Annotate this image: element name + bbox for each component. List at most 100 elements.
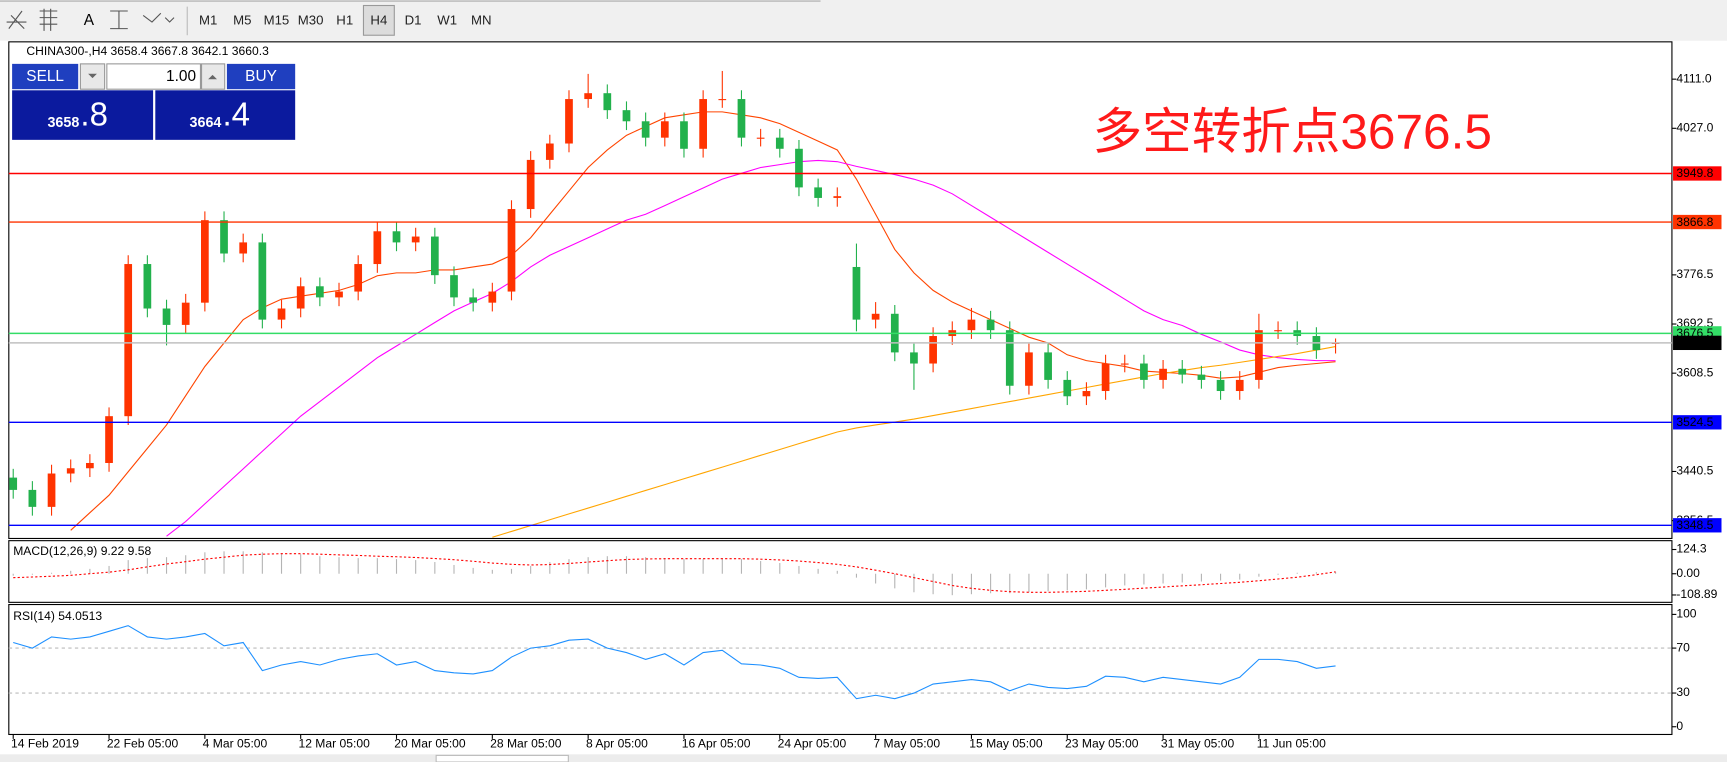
x-tick-label: 16 Apr 05:00	[682, 737, 751, 751]
buy-price-box[interactable]	[155, 90, 296, 140]
candle-body	[967, 319, 976, 331]
active-tab[interactable]	[435, 754, 569, 762]
candle-body	[86, 462, 94, 469]
up-arrow	[208, 74, 217, 80]
candle-body	[1197, 374, 1206, 380]
candle-body	[392, 231, 401, 243]
lot-input[interactable]	[106, 63, 202, 90]
timeframe-button[interactable]: M5	[233, 12, 251, 27]
sell-button[interactable]	[12, 63, 79, 90]
toolbar	[0, 0, 1727, 41]
timeframe-button[interactable]: W1	[437, 12, 457, 27]
buy-button[interactable]	[226, 63, 296, 90]
buy-price-tail: .4	[222, 95, 250, 132]
x-tick-label: 28 Mar 05:00	[490, 737, 562, 751]
level-tag	[1673, 166, 1722, 181]
candle-body	[929, 336, 937, 364]
macd-signal	[13, 553, 1336, 593]
text-tool[interactable]: A	[84, 12, 95, 29]
level-tag	[1673, 518, 1722, 533]
y-tick-label: 3440.5	[1676, 464, 1713, 478]
candle-body	[1159, 368, 1167, 380]
level-tag	[1673, 335, 1722, 351]
timeframe-button[interactable]: H1	[336, 12, 353, 27]
candle-body	[1063, 379, 1072, 397]
timeframe-button[interactable]: M15	[264, 12, 290, 27]
candle-body	[1025, 352, 1033, 386]
timeframe-button[interactable]: M30	[298, 12, 324, 27]
y-tick-label: 3608.5	[1676, 365, 1713, 379]
y-tick-label: 0.00	[1676, 566, 1700, 580]
candle-body	[162, 308, 171, 325]
candle-body	[814, 187, 822, 198]
y-tick-label: 30	[1676, 685, 1690, 699]
timeframe-button[interactable]: H4	[370, 12, 387, 27]
x-tick-label: 15 May 05:00	[969, 737, 1043, 751]
y-tick-label: -108.89	[1676, 587, 1717, 601]
buy-price-main: 3664	[190, 115, 222, 131]
macd-frame	[8, 540, 1673, 603]
timeframe-bar: M1 M5 M15 M30 H1 H4 D1 W1 MN	[199, 4, 492, 36]
x-tick-label: 14 Feb 2019	[11, 737, 79, 751]
y-tick-label: 124.3	[1676, 542, 1707, 556]
candle-body	[1082, 391, 1091, 397]
y-tick-label: 3776.5	[1676, 267, 1713, 281]
x-tick-label: 24 Apr 05:00	[778, 737, 847, 751]
candle-body	[756, 137, 765, 139]
sell-label[interactable]: SELL	[26, 68, 64, 85]
trade-panel: SELL 1.00 BUY 3658 .8 3664 .4	[12, 63, 296, 140]
y-tick-label: 4111.0	[1676, 71, 1712, 85]
candle-body	[66, 468, 75, 474]
candle-body	[1178, 368, 1187, 375]
y-tick-label: 0	[1676, 719, 1683, 733]
candle-body	[354, 264, 363, 292]
lot-value[interactable]: 1.00	[166, 68, 196, 85]
candle-body	[143, 264, 152, 309]
candle-body	[852, 266, 861, 320]
candle-body	[9, 477, 18, 490]
candle-body	[105, 416, 113, 463]
buy-label[interactable]: BUY	[245, 68, 277, 85]
candle-body	[373, 231, 382, 265]
candle-body	[1101, 363, 1110, 392]
x-tick-label: 11 Jun 05:00	[1257, 737, 1326, 751]
candle-body	[1044, 352, 1052, 380]
candle-body	[488, 291, 497, 303]
candle-body	[795, 148, 803, 188]
candle-body	[1216, 379, 1225, 392]
x-tick-label: 20 Mar 05:00	[394, 737, 466, 751]
candle-body	[718, 99, 727, 101]
candle-body	[910, 352, 918, 364]
x-tick-label: 8 Apr 05:00	[586, 737, 648, 751]
candle-body	[430, 236, 439, 276]
fibo-icon	[39, 8, 58, 31]
candle-body	[660, 121, 669, 138]
chart-title: CHINA300-,H4 3658.4 3667.8 3642.1 3660.3	[26, 44, 269, 58]
x-tick-label: 22 Feb 05:00	[107, 737, 179, 751]
x-tick-label: 23 May 05:00	[1065, 737, 1139, 751]
candle-body	[603, 93, 612, 111]
candle-body	[258, 242, 267, 320]
timeframe-button[interactable]: D1	[405, 12, 422, 27]
candle-body	[641, 121, 650, 138]
plots: CHINA300-,H4 3658.4 3667.8 3642.1 3660.3…	[8, 44, 1722, 751]
candle-body	[565, 99, 573, 144]
candle-body	[507, 209, 516, 292]
x-tick-label: 31 May 05:00	[1161, 737, 1235, 751]
candle-body	[335, 291, 343, 298]
candle-body	[469, 297, 478, 303]
sell-price-box[interactable]	[12, 90, 154, 140]
level-tag-label: 3660.3	[1676, 336, 1713, 350]
candle-body	[1140, 363, 1148, 380]
candle-body	[680, 121, 688, 149]
candle-body	[411, 236, 420, 243]
level-tag-label: 3949.8	[1676, 166, 1713, 180]
rsi-line	[13, 625, 1336, 700]
candle-body	[1235, 379, 1244, 392]
level-tag	[1673, 214, 1722, 230]
crosshair-icon	[6, 10, 27, 30]
timeframe-button[interactable]: M1	[199, 12, 217, 27]
timeframe-button[interactable]: MN	[471, 12, 492, 27]
